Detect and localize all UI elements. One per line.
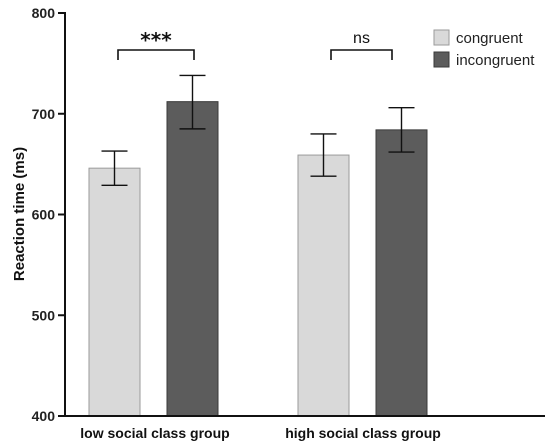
x-category-label-1: low social class group [80,425,229,441]
legend-swatch-incongruent [433,51,450,68]
y-tick-label-800: 800 [32,5,56,21]
bar-incongruent-1 [166,101,219,417]
bar-congruent-2 [297,154,350,417]
y-tick-label-500: 500 [32,307,56,323]
y-tick-label-600: 600 [32,207,56,223]
significance-bracket-1 [117,49,195,60]
significance-label-1: *** [140,28,172,52]
y-tick-label-700: 700 [32,106,56,122]
legend-label-incongruent: incongruent [456,52,535,69]
y-axis-title: Reaction time (ms) [11,147,28,281]
x-category-label-2: high social class group [285,425,441,441]
plot-area: 400 500 600 700 800 low social class group hig… [32,5,545,441]
significance-label-2: ns [353,30,370,47]
legend-swatch-congruent [433,29,450,46]
bar-congruent-1 [88,167,141,417]
significance-bracket-2 [330,49,393,60]
y-tick-label-400: 400 [32,408,56,424]
legend-label-congruent: congruent [456,30,524,47]
bar-incongruent-2 [375,129,428,417]
